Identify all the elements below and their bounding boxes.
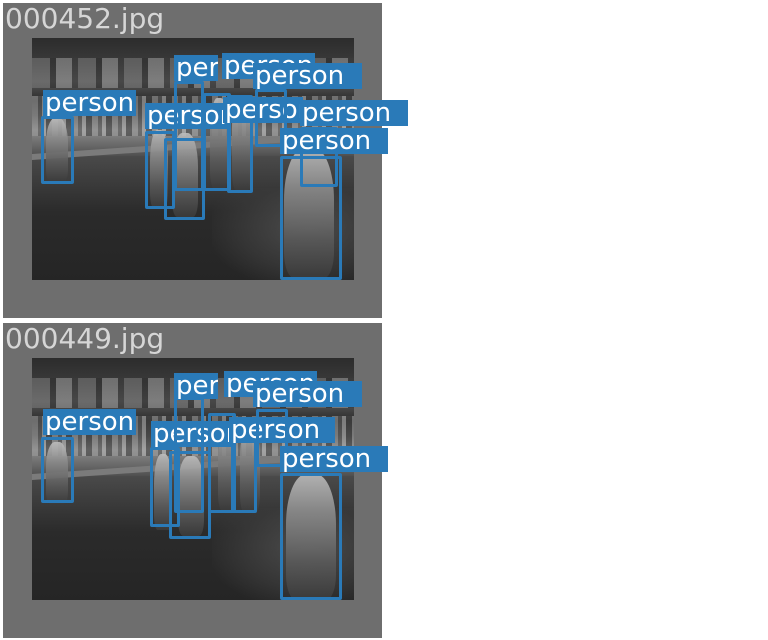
pedestrian-figure: [46, 118, 68, 182]
pedestrian-figure: [286, 474, 336, 600]
bounding-box: [256, 409, 288, 467]
detection-label: person: [300, 100, 408, 126]
detection-label: person: [43, 409, 137, 435]
detection-label: person: [280, 128, 388, 154]
bounding-box: [255, 89, 287, 147]
detection-label: person: [151, 421, 231, 447]
pedestrian-figure: [284, 148, 334, 278]
detection-label: person: [43, 90, 137, 116]
pedestrian-figure: [178, 456, 204, 536]
bounding-box: [41, 437, 74, 503]
bounding-box: [227, 95, 253, 193]
bounding-box: [208, 413, 236, 513]
detection-label: person: [229, 417, 335, 443]
detection-label: person: [145, 103, 227, 129]
pedestrian-figure: [154, 454, 172, 530]
detection-label: person: [280, 446, 388, 472]
detection-label: person: [223, 97, 303, 123]
image-panel-000452: 000452.jpg person person person person p…: [3, 2, 408, 318]
detection-label: person: [174, 373, 218, 399]
detection-label: person: [253, 381, 362, 407]
detection-label: person: [253, 63, 362, 89]
bounding-box: [145, 131, 175, 209]
panel-title: 000449.jpg: [5, 322, 165, 355]
bounding-box: [280, 473, 342, 600]
bounding-box: [174, 397, 204, 513]
detection-label: person: [174, 55, 218, 81]
bounding-box: [150, 447, 180, 527]
bounding-box: [174, 81, 204, 191]
panel-title: 000452.jpg: [5, 2, 165, 35]
bounding-box: [41, 116, 74, 184]
image-panel-000449: 000449.jpg person person person person p…: [3, 322, 388, 638]
pedestrian-figure: [46, 442, 68, 504]
bounding-box: [280, 156, 342, 280]
pedestrian-figure: [150, 130, 168, 208]
